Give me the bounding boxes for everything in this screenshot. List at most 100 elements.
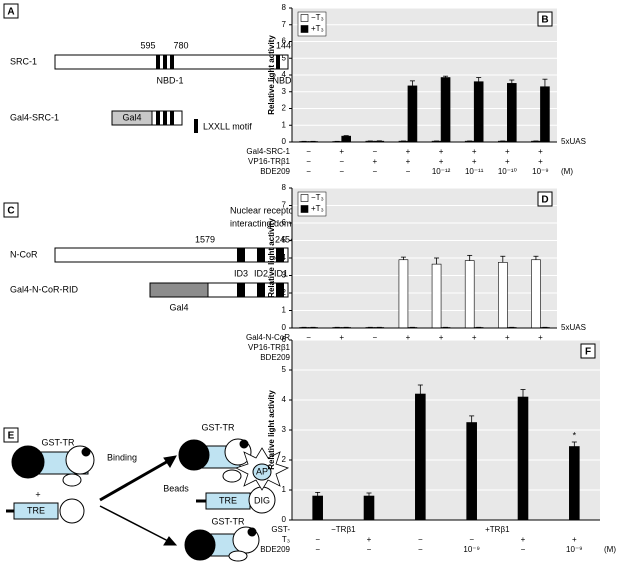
row-value: +	[367, 535, 372, 544]
ligand-site	[239, 439, 249, 449]
tr-domain	[222, 469, 242, 483]
ligand-site	[81, 447, 91, 457]
row-value: 10⁻⁹	[463, 545, 480, 554]
gst-tag	[178, 439, 210, 471]
protein-label: GST-TR	[212, 516, 245, 526]
bar	[498, 262, 508, 329]
position-label: 1440	[276, 40, 296, 50]
row-value: −	[418, 535, 423, 544]
y-tick-label: 7	[282, 201, 287, 210]
row-value: −	[306, 333, 311, 342]
row-value: 10⁻⁹	[532, 167, 549, 176]
row-value: −	[469, 535, 474, 544]
row-value: +	[406, 333, 411, 342]
construct-name: Gal4-N-CoR-RID	[10, 284, 79, 294]
bar	[569, 446, 580, 521]
row-value: 10⁻¹²	[432, 167, 451, 176]
row-value: +	[472, 157, 477, 166]
y-tick-label: 4	[282, 70, 287, 79]
domain-label: NBD-2	[272, 75, 299, 85]
gst-tag	[184, 529, 216, 561]
protein-label: GST-TR	[42, 437, 75, 447]
y-axis-label: Relative light activity	[267, 35, 276, 115]
beads-label: Beads	[163, 483, 189, 493]
gal4-label: Gal4	[122, 112, 141, 122]
row-value: +	[521, 535, 526, 544]
annotation: *	[573, 430, 577, 440]
row-value: −	[521, 545, 526, 554]
interaction-domain	[276, 248, 284, 262]
header: interacting domain	[230, 218, 304, 228]
y-tick-label: 3	[282, 87, 287, 96]
row-value: +TRβ1	[485, 525, 510, 534]
plus: +	[35, 489, 40, 499]
y-tick-label: 7	[282, 20, 287, 29]
y-tick-label: 0	[282, 323, 287, 332]
row-label: VP16-TRβ1	[248, 157, 291, 166]
panel-label-box	[3, 3, 19, 19]
row-value: −	[315, 545, 320, 554]
row-value: +	[472, 333, 477, 342]
position-label: 595	[140, 40, 155, 50]
interaction-domain	[237, 248, 245, 262]
panel-label-box	[537, 11, 553, 27]
legend-swatch	[300, 194, 309, 202]
bar	[431, 263, 442, 329]
y-tick-label: 1	[282, 120, 287, 129]
row-value: +	[339, 147, 344, 156]
row-value: −	[315, 535, 320, 544]
dig-label: DIG	[254, 495, 270, 505]
row-label: GST-	[271, 525, 290, 534]
row-value: +	[505, 333, 510, 342]
motif	[170, 55, 174, 69]
panel-label: D	[541, 195, 548, 206]
panel-label-box	[537, 191, 553, 207]
bar	[540, 86, 550, 143]
legend-swatch	[300, 205, 309, 213]
row-value: −	[339, 157, 344, 166]
row-value: 10⁻¹⁰	[498, 167, 517, 176]
row-value: +	[439, 157, 444, 166]
bar	[341, 135, 351, 143]
tre-label: TRE	[27, 505, 45, 515]
panel-e: E GST-TR + TRE Binding GST-TR Beads TRE …	[3, 422, 290, 562]
row-value: −	[418, 545, 423, 554]
row-label: BDE209	[260, 167, 290, 176]
domain-label: NBD-1	[156, 75, 183, 85]
protein-name: N-CoR	[10, 249, 38, 259]
panel-a: A 595 780 1440 SRC-1 NBD-1 NBD-2 Gal4-SR…	[3, 3, 300, 133]
row-value: +	[538, 333, 543, 342]
motif	[276, 55, 280, 69]
y-tick-label: 0	[282, 515, 287, 524]
row-label: BDE209	[260, 353, 290, 362]
row-value: +	[372, 157, 377, 166]
gal4-label: Gal4	[169, 302, 188, 312]
rid-fragment	[207, 282, 289, 298]
row-value: −	[372, 147, 377, 156]
bar	[531, 259, 541, 329]
right-label: 5xUAS	[561, 323, 586, 332]
y-tick-label: 4	[282, 395, 287, 404]
row-value: +	[406, 157, 411, 166]
panel-label: F	[585, 347, 591, 358]
unit-label: (M)	[604, 545, 616, 554]
bar	[407, 85, 418, 143]
y-tick-label: 5	[282, 365, 287, 374]
legend-label: −T₃	[311, 193, 324, 202]
motif	[170, 111, 174, 125]
panel-label: A	[7, 7, 14, 18]
motif-key	[194, 119, 198, 133]
ap-label: AP	[256, 466, 268, 476]
panel-label: B	[541, 15, 548, 26]
row-value: +	[439, 333, 444, 342]
legend-swatch	[300, 25, 309, 33]
protein-bar	[54, 247, 289, 263]
bar	[398, 259, 409, 329]
tr-domain	[62, 473, 82, 487]
y-tick-label: 6	[282, 37, 287, 46]
position-label: 1579	[195, 234, 215, 244]
gst-tag	[11, 445, 45, 479]
bar	[473, 81, 484, 143]
panel-c: C Nuclear receptor interacting domain 15…	[3, 202, 304, 312]
